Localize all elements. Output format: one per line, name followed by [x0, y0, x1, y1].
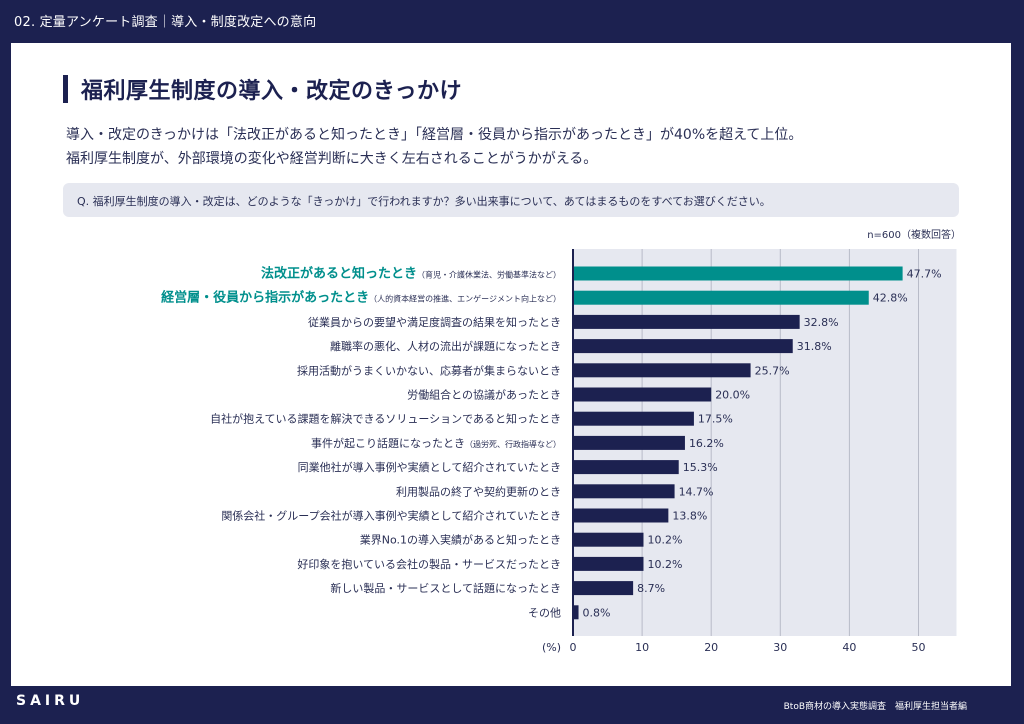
x-tick-label: 40	[842, 641, 856, 654]
bar	[573, 605, 579, 620]
x-tick-label: 30	[773, 641, 787, 654]
bar	[573, 266, 903, 281]
value-label: 0.8%	[583, 606, 611, 619]
category-label: 事件が起こり話題になったとき（過労死、行政指導など）	[311, 436, 561, 450]
bar	[573, 411, 694, 426]
bar	[573, 314, 800, 329]
category-label: 関係会社・グループ会社が導入事例や実績として紹介されていたとき	[221, 509, 561, 523]
bar	[573, 290, 869, 305]
category-label: 法改正があると知ったとき（育児・介護休業法、労働基準法など）	[261, 266, 561, 282]
category-label-main: 採用活動がうまくいかない、応募者が集まらないとき	[297, 363, 561, 377]
category-label: 好印象を抱いている会社の製品・サービスだったとき	[297, 557, 561, 571]
value-label: 10.2%	[647, 534, 682, 547]
category-label: 同業他社が導入事例や実績として紹介されていたとき	[298, 460, 561, 474]
value-label: 17.5%	[698, 413, 733, 426]
category-label: その他	[528, 606, 561, 619]
value-label: 16.2%	[689, 437, 724, 450]
category-label: 自社が抱えている課題を解決できるソリューションであると知ったとき	[210, 412, 561, 426]
category-label-note: （育児・介護休業法、労働基準法など）	[417, 270, 561, 280]
value-label: 42.8%	[873, 292, 908, 305]
x-tick-label: 10	[635, 641, 649, 654]
category-label-main: 事件が起こり話題になったとき	[311, 436, 465, 450]
category-label: 業界No.1の導入実績があると知ったとき	[360, 533, 561, 547]
bar	[573, 387, 712, 402]
category-label-main: 利用製品の終了や契約更新のとき	[396, 484, 561, 498]
value-label: 20.0%	[715, 389, 750, 402]
bar	[573, 460, 679, 475]
bar	[573, 435, 685, 450]
value-label: 47.7%	[907, 268, 942, 281]
value-label: 31.8%	[797, 340, 832, 353]
category-label-main: 離職率の悪化、人材の流出が課題になったとき	[330, 339, 561, 353]
category-label: 労働組合との協議があったとき	[407, 388, 561, 402]
category-label-main: 従業員からの要望や満足度調査の結果を知ったとき	[308, 315, 561, 329]
title-accent-bar	[63, 75, 68, 103]
category-label-main: 業界No.1の導入実績があると知ったとき	[360, 533, 561, 547]
category-label-main: 好印象を抱いている会社の製品・サービスだったとき	[297, 557, 561, 571]
category-label-main: 法改正があると知ったとき	[261, 266, 417, 282]
bar	[573, 556, 644, 571]
category-label: 離職率の悪化、人材の流出が課題になったとき	[330, 339, 561, 353]
category-label-note: （人的資本経営の推進、エンゲージメント向上など）	[369, 294, 561, 304]
category-label-main: 関係会社・グループ会社が導入事例や実績として紹介されていたとき	[221, 509, 561, 523]
x-tick-label: 50	[912, 641, 926, 654]
category-label-main: 新しい製品・サービスとして話題になったとき	[330, 581, 561, 595]
page-title-block: 福利厚生制度の導入・改定のきっかけ	[63, 73, 462, 105]
bar	[573, 508, 669, 523]
summary-line-1: 導入・改定のきっかけは「法改正があると知ったとき」「経営層・役員から指示があった…	[66, 127, 803, 143]
category-label-main: 労働組合との協議があったとき	[407, 388, 561, 402]
category-label: 採用活動がうまくいかない、応募者が集まらないとき	[297, 363, 561, 377]
bar	[573, 339, 793, 354]
value-label: 32.8%	[804, 316, 839, 329]
bar	[573, 363, 751, 378]
category-label: 従業員からの要望や満足度調査の結果を知ったとき	[308, 315, 561, 329]
value-label: 10.2%	[647, 558, 682, 571]
category-label: 新しい製品・サービスとして話題になったとき	[330, 581, 561, 595]
value-label: 8.7%	[637, 582, 665, 595]
page-title: 福利厚生制度の導入・改定のきっかけ	[81, 79, 462, 104]
category-label-main: 同業他社が導入事例や実績として紹介されていたとき	[298, 460, 561, 474]
category-label-main: その他	[528, 606, 561, 619]
section-header: 02. 定量アンケート調査｜導入・制度改定への意向	[14, 15, 317, 30]
sample-size-note: n=600（複数回答）	[867, 230, 961, 241]
footer-note: BtoB商材の導入実態調査 福利厚生担当者編	[783, 702, 967, 712]
sairu-logo: SAIRU	[16, 693, 85, 709]
value-label: 13.8%	[672, 510, 707, 523]
value-label: 15.3%	[683, 461, 718, 474]
value-label: 14.7%	[679, 485, 714, 498]
bar	[573, 532, 644, 547]
bar	[573, 484, 675, 499]
x-tick-label: 20	[704, 641, 718, 654]
category-label-main: 経営層・役員から指示があったとき	[161, 290, 369, 306]
category-label-note: （過労死、行政指導など）	[465, 439, 561, 449]
category-label: 経営層・役員から指示があったとき（人的資本経営の推進、エンゲージメント向上など）	[161, 290, 561, 306]
summary-text: 導入・改定のきっかけは「法改正があると知ったとき」「経営層・役員から指示があった…	[66, 123, 802, 171]
x-axis-unit-label: (%)	[542, 641, 561, 654]
value-label: 25.7%	[755, 364, 790, 377]
bar	[573, 581, 634, 596]
question-box: Q. 福利厚生制度の導入・改定は、どのような「きっかけ」で行われますか？多い出来…	[63, 183, 959, 217]
category-label: 利用製品の終了や契約更新のとき	[396, 484, 561, 498]
category-label-main: 自社が抱えている課題を解決できるソリューションであると知ったとき	[210, 412, 561, 426]
x-tick-label: 0	[570, 641, 577, 654]
summary-line-2: 福利厚生制度が、外部環境の変化や経営判断に大きく左右されることがうかがえる。	[66, 151, 598, 167]
